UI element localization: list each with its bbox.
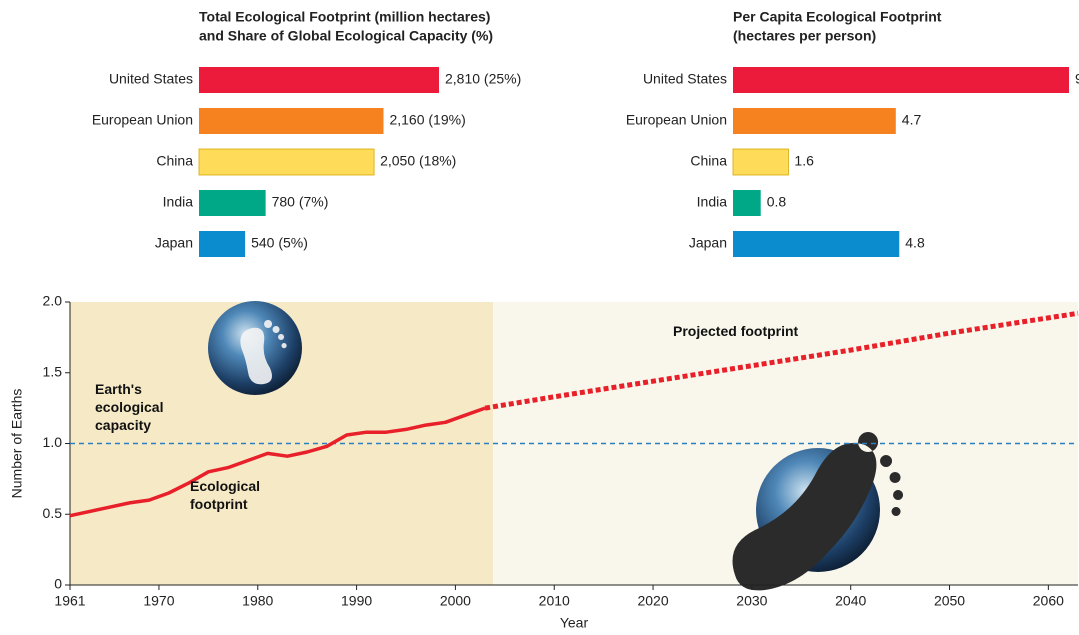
x-tick-label: 1970 (143, 593, 174, 609)
value-label: 1.6 (794, 153, 814, 169)
y-axis-label: Number of Earths (9, 389, 25, 499)
category-label: European Union (92, 112, 193, 128)
bar (199, 108, 384, 134)
category-label: India (697, 194, 728, 210)
bar (199, 67, 439, 93)
bar (733, 231, 900, 257)
category-label: United States (109, 71, 193, 87)
x-tick-label: 2040 (835, 593, 866, 609)
footprint-icon (732, 432, 904, 591)
value-label: 0.8 (767, 194, 787, 210)
value-label: 2,810 (25%) (445, 71, 521, 87)
category-label: United States (643, 71, 727, 87)
bar (199, 190, 266, 216)
chart-title: (hectares per person) (733, 28, 876, 44)
x-tick-label: 1990 (341, 593, 372, 609)
x-tick-label: 2060 (1033, 593, 1064, 609)
category-label: European Union (626, 112, 727, 128)
x-tick-label: 2020 (637, 593, 668, 609)
category-label: China (690, 153, 727, 169)
y-tick-label: 0.5 (43, 505, 63, 521)
category-label: Japan (689, 235, 727, 251)
value-label: 2,160 (19%) (389, 112, 465, 128)
value-label: 9.7 (1075, 71, 1079, 87)
y-tick-label: 1.5 (43, 363, 63, 379)
series-line (69, 406, 486, 518)
x-tick-label: 2000 (440, 593, 471, 609)
category-label: Japan (155, 235, 193, 251)
reference-label: Earth's ecological capacity (95, 381, 164, 433)
category-label: China (156, 153, 193, 169)
bar (733, 108, 896, 134)
x-tick-label: 2010 (539, 593, 570, 609)
bar (733, 190, 761, 216)
chart-title: and Share of Global Ecological Capacity … (199, 28, 493, 44)
x-tick-label: 2030 (736, 593, 767, 609)
value-label: 540 (5%) (251, 235, 308, 251)
bar (199, 231, 246, 257)
value-label: 780 (7%) (272, 194, 329, 210)
series-label: Projected footprint (673, 323, 799, 339)
footprint-icon (240, 320, 287, 385)
chart-title: Per Capita Ecological Footprint (733, 9, 942, 25)
x-axis-label: Year (560, 615, 589, 631)
x-tick-label: 1980 (242, 593, 273, 609)
x-tick-label: 1961 (54, 593, 85, 609)
chart-title: Total Ecological Footprint (million hect… (199, 9, 490, 25)
bar (198, 148, 375, 176)
y-tick-label: 0 (54, 576, 62, 592)
value-label: 4.8 (905, 235, 925, 251)
y-tick-label: 2.0 (43, 293, 63, 309)
value-label: 2,050 (18%) (380, 153, 456, 169)
bar (732, 148, 789, 176)
category-label: India (163, 194, 194, 210)
bar (733, 67, 1069, 93)
x-tick-label: 2050 (934, 593, 965, 609)
series-label: Ecological footprint (190, 478, 261, 512)
y-tick-label: 1.0 (43, 434, 63, 450)
value-label: 4.7 (902, 112, 922, 128)
